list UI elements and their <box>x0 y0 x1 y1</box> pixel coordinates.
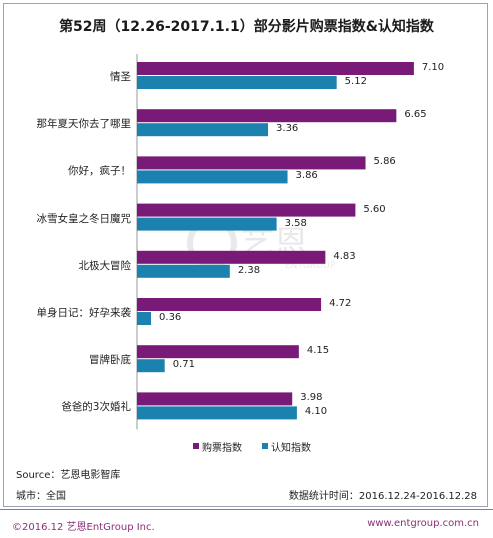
bar-purchase <box>137 62 414 75</box>
chart-frame <box>3 3 488 507</box>
category-label: 爸爸的3次婚礼 <box>61 401 131 414</box>
legend-label: 认知指数 <box>271 443 311 454</box>
bar-purchase <box>137 109 397 123</box>
data-label: 4.10 <box>304 406 328 418</box>
category-label: 单身日记：好孕来袭 <box>36 307 132 319</box>
bar-purchase <box>137 298 322 311</box>
period-note: 数据统计时间：2016.12.24-2016.12.28 <box>288 491 477 502</box>
category-label: 情圣 <box>110 71 131 83</box>
data-label: 2.38 <box>237 264 261 276</box>
bar-awareness <box>137 123 269 137</box>
bar-awareness <box>137 217 277 231</box>
chart-title: 第52周（12.26-2017.1.1）部分影片购票指数&认知指数 <box>59 19 434 35</box>
category-label: 那年夏天你去了哪里 <box>36 118 132 131</box>
footer-bar: ©2016.12 艺恩EntGroup Inc. www.entgroup.co… <box>0 509 493 536</box>
data-label: 0.36 <box>159 312 182 323</box>
category-label: 北极大冒险 <box>78 259 132 272</box>
data-label: 5.86 <box>373 156 396 168</box>
data-label: 5.12 <box>344 76 367 87</box>
source-note: Source：艺恩电影智库 <box>16 470 121 481</box>
legend-label: 购票指数 <box>202 443 242 454</box>
data-label: 7.10 <box>421 62 445 73</box>
category-label: 你好，疯子！ <box>68 165 131 178</box>
bar-awareness <box>137 264 230 278</box>
data-label: 4.72 <box>329 298 352 309</box>
bar-awareness <box>137 170 288 184</box>
bar-awareness <box>137 406 297 420</box>
data-label: 0.71 <box>172 359 195 371</box>
data-label: 6.65 <box>404 109 427 121</box>
legend-swatch <box>193 443 199 449</box>
city-note: 城市：全国 <box>16 491 66 502</box>
bar-awareness <box>137 359 165 373</box>
category-label: 冒牌卧底 <box>89 354 131 367</box>
data-label: 5.60 <box>363 203 386 215</box>
bar-purchase <box>137 156 366 170</box>
bar-purchase <box>137 203 356 217</box>
legend-swatch <box>262 443 268 449</box>
copyright-text: ©2016.12 艺恩EntGroup Inc. <box>12 522 155 533</box>
bar-awareness <box>137 312 152 325</box>
data-label: 4.15 <box>306 345 330 357</box>
data-label: 3.36 <box>276 123 299 135</box>
data-label: 3.86 <box>295 170 318 182</box>
category-label: 冰雪女皇之冬日魔咒 <box>36 212 132 225</box>
svg-text:ENTGROUP: ENTGROUP <box>285 261 336 271</box>
bar-purchase <box>137 250 326 264</box>
bar-purchase <box>137 392 293 406</box>
website-link[interactable]: www.entgroup.com.cn <box>367 518 479 529</box>
data-label: 3.58 <box>284 217 307 229</box>
bar-awareness <box>137 76 337 89</box>
data-label: 3.98 <box>300 392 323 404</box>
bar-purchase <box>137 345 299 359</box>
data-label: 4.83 <box>333 250 356 262</box>
